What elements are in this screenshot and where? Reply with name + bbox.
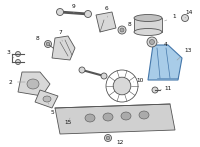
- Polygon shape: [148, 45, 182, 80]
- Polygon shape: [35, 90, 58, 108]
- Ellipse shape: [139, 111, 149, 119]
- Circle shape: [57, 9, 64, 15]
- Text: 5: 5: [48, 103, 54, 115]
- Text: 9: 9: [71, 5, 75, 13]
- Text: 7: 7: [58, 30, 62, 41]
- Circle shape: [104, 135, 112, 142]
- Polygon shape: [18, 72, 50, 96]
- Ellipse shape: [85, 114, 95, 122]
- Polygon shape: [55, 104, 175, 134]
- Polygon shape: [96, 12, 116, 32]
- Circle shape: [84, 10, 92, 17]
- Circle shape: [79, 67, 85, 73]
- Circle shape: [120, 28, 124, 32]
- Circle shape: [147, 37, 157, 47]
- Ellipse shape: [43, 96, 51, 102]
- Text: 4: 4: [157, 41, 168, 46]
- Text: 8: 8: [122, 22, 132, 30]
- Ellipse shape: [134, 15, 162, 21]
- Polygon shape: [52, 36, 75, 60]
- Circle shape: [106, 136, 110, 140]
- Circle shape: [152, 87, 158, 93]
- Text: 14: 14: [185, 10, 193, 18]
- Text: 1: 1: [165, 15, 176, 21]
- Circle shape: [16, 60, 21, 65]
- Circle shape: [16, 51, 21, 56]
- Circle shape: [44, 41, 52, 47]
- Circle shape: [118, 26, 126, 34]
- Text: 12: 12: [111, 139, 124, 146]
- Circle shape: [101, 73, 107, 79]
- Ellipse shape: [134, 29, 162, 35]
- Polygon shape: [134, 18, 162, 32]
- Circle shape: [182, 15, 188, 21]
- Ellipse shape: [121, 112, 131, 120]
- Ellipse shape: [27, 79, 39, 89]
- Text: 3: 3: [6, 50, 14, 58]
- Text: 13: 13: [177, 47, 192, 60]
- Text: 11: 11: [160, 86, 172, 91]
- Text: 8: 8: [36, 35, 46, 43]
- Circle shape: [46, 42, 50, 46]
- Text: 15: 15: [64, 118, 72, 125]
- Circle shape: [150, 40, 154, 45]
- Text: 6: 6: [104, 5, 108, 17]
- Text: 10: 10: [133, 77, 144, 82]
- Ellipse shape: [103, 113, 113, 121]
- Circle shape: [113, 77, 131, 95]
- Text: 2: 2: [8, 80, 25, 85]
